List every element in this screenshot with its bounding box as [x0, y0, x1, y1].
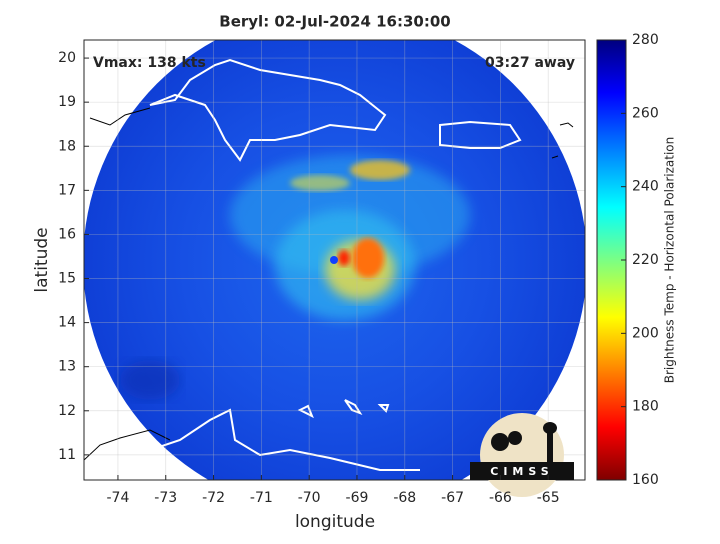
core [338, 250, 350, 266]
colorbar-tick-label: 200 [632, 325, 659, 341]
y-tick-label: 11 [58, 447, 76, 463]
logo-dish [508, 431, 522, 445]
colorbar-tick-label: 180 [632, 399, 659, 415]
annotation: Vmax: 138 kts [93, 55, 206, 71]
colorbar-label: Brightness Temp - Horizontal Polarizatio… [663, 137, 677, 384]
core [352, 238, 384, 278]
satellite-image [84, 40, 585, 480]
logo-text: CIMSS [490, 465, 553, 478]
rainband [290, 175, 350, 191]
x-tick-label: -65 [537, 490, 560, 506]
y-tick-label: 15 [58, 271, 76, 287]
coastlines [91, 49, 522, 471]
eye [330, 256, 338, 264]
x-tick-label: -73 [154, 490, 177, 506]
y-axis-label: latitude [32, 227, 52, 292]
x-tick-label: -72 [202, 490, 225, 506]
logo: CIMSS [470, 413, 574, 497]
x-tick-label: -66 [489, 490, 512, 506]
dry-area [120, 360, 180, 400]
y-tick-label: 14 [58, 315, 76, 331]
x-tick-label: -70 [298, 490, 321, 506]
title: Beryl: 02-Jul-2024 16:30:00 [219, 13, 450, 31]
logo-tower [543, 422, 557, 434]
logo-dish [491, 433, 509, 451]
rainband [350, 160, 410, 180]
y-tick-label: 17 [58, 182, 76, 198]
y-tick-label: 18 [58, 138, 76, 154]
axes-frame [83, 39, 586, 481]
y-tick-label: 19 [58, 94, 76, 110]
x-axis-label: longitude [295, 512, 375, 532]
x-tick-label: -74 [107, 490, 130, 506]
y-tick-label: 12 [58, 403, 76, 419]
y-tick-label: 13 [58, 359, 76, 375]
x-tick-label: -68 [393, 490, 416, 506]
coastlines-outside [84, 107, 574, 461]
colorbar-tick-label: 160 [632, 472, 659, 488]
grid [84, 40, 585, 480]
x-tick-label: -69 [346, 490, 369, 506]
x-tick-label: -71 [250, 490, 273, 506]
colorbar-tick-label: 280 [632, 32, 659, 48]
colorbar-tick-label: 240 [632, 179, 659, 195]
colorbar-tick-label: 220 [632, 252, 659, 268]
y-tick-label: 16 [58, 226, 76, 242]
colorbar-tick-label: 260 [632, 105, 659, 121]
logo-tower [547, 432, 553, 462]
annotation: 03:27 away [485, 55, 575, 71]
y-tick-label: 20 [58, 50, 76, 66]
x-tick-label: -67 [441, 490, 464, 506]
